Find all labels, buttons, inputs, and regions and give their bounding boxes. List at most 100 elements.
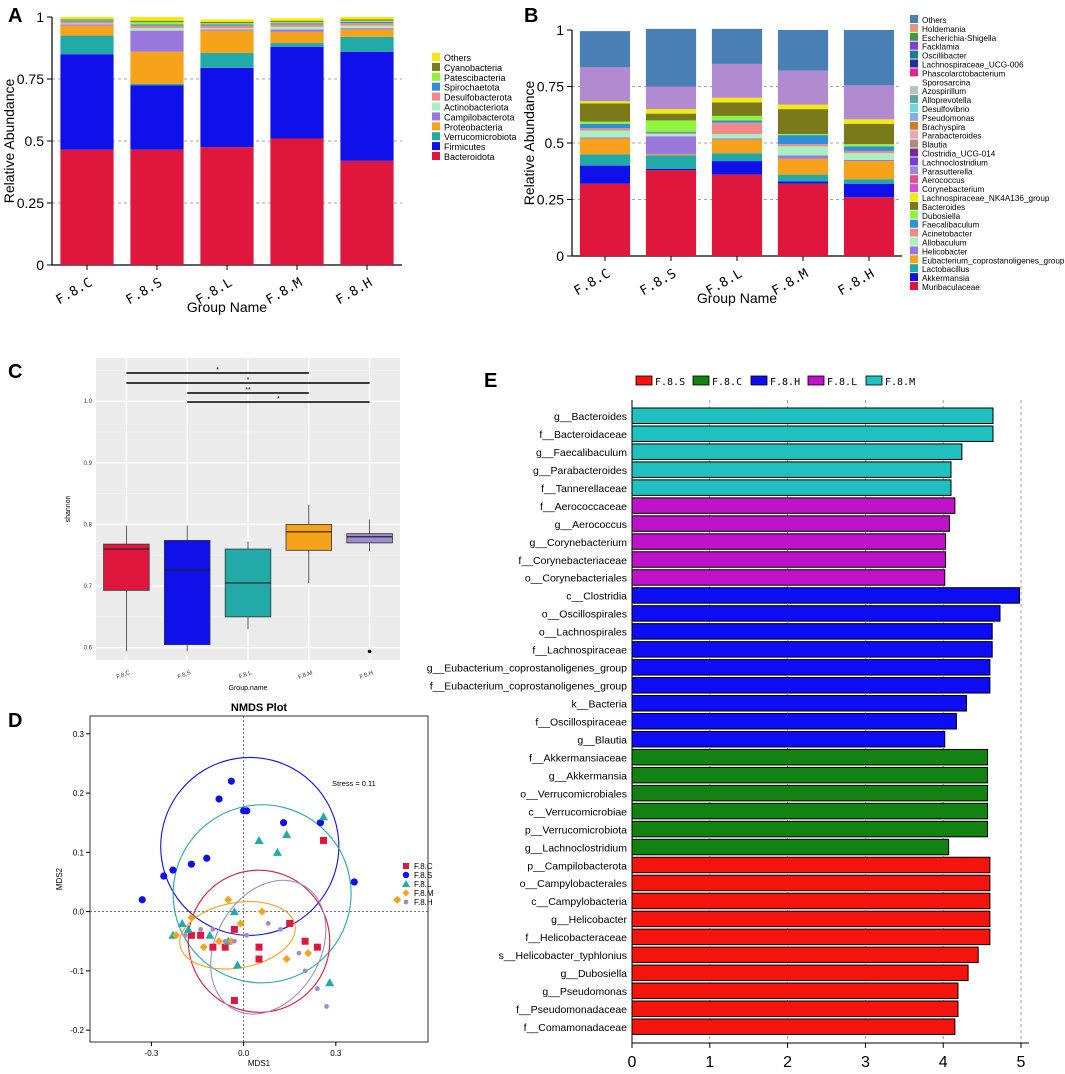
legend-swatch-oscillibacter bbox=[910, 50, 918, 59]
legend-swatch-akkermansia bbox=[910, 273, 918, 282]
point-f-8-h bbox=[324, 1004, 329, 1009]
point-f-8-l bbox=[232, 960, 242, 969]
lda-label-g-corynebacterium: g__Corynebacterium bbox=[530, 537, 628, 549]
y-tick-label: -0.1 bbox=[70, 967, 84, 976]
bar-allobaculum-f-8-c bbox=[579, 130, 631, 138]
bar-dubosiella-f-8-l bbox=[711, 115, 763, 121]
lda-bar-g-aerococcus bbox=[631, 515, 950, 532]
lda-bar-g-pseudomonas bbox=[631, 982, 959, 1000]
bar-allobaculum-f-8-h bbox=[843, 153, 895, 160]
x-tick-label: 2 bbox=[783, 1054, 792, 1071]
bar-firmicutes-f-8-h bbox=[340, 51, 394, 161]
lda-label-f-aerococcaceae: f__Aerococcaceae bbox=[540, 501, 627, 513]
bar-bacteroidota-f-8-l bbox=[200, 147, 254, 265]
bar-other-genera-f-8-s bbox=[645, 86, 697, 110]
bar-acinetobacter-f-8-c bbox=[579, 128, 631, 131]
bar-spirochaetota-f-8-h bbox=[340, 21, 394, 24]
bar-eubacterium-coprostanoligenes-group-f-8-l bbox=[711, 139, 763, 154]
y-tick-label: 0.2 bbox=[73, 789, 85, 798]
legend-swatch-others bbox=[432, 53, 440, 61]
bar-eubacterium-coprostanoligenes-group-f-8-c bbox=[579, 138, 631, 155]
y-tick-label: 0.5 bbox=[545, 135, 565, 151]
legend-swatch-escherichia-shigella bbox=[910, 32, 918, 41]
point-f-8-m bbox=[258, 907, 267, 916]
lda-bar-f-pseudomonadaceae bbox=[631, 1000, 959, 1018]
legend-swatch-f-8-h bbox=[750, 375, 768, 386]
point-f-8-c bbox=[209, 943, 217, 951]
legend-label-escherichia-shigella: Escherichia-Shigella bbox=[922, 34, 997, 43]
bar-eubacterium-coprostanoligenes-group-f-8-h bbox=[843, 161, 895, 180]
bar-campilobacterota-f-8-l bbox=[200, 29, 254, 31]
legend-label-f-8-m: F.8.M bbox=[885, 377, 915, 388]
lda-label-g-aerococcus: g__Aerococcus bbox=[555, 519, 627, 531]
legend-label-blautia: Blautia bbox=[922, 141, 947, 150]
legend-swatch-phascolarctobacterium bbox=[910, 68, 918, 77]
bar-bacteroides-f-8-l bbox=[711, 102, 763, 116]
chart-title: NMDS Plot bbox=[231, 702, 288, 714]
x-tick-label: F.8.C bbox=[54, 275, 95, 308]
lda-bar-c-campylobacteria bbox=[631, 892, 991, 910]
bar-actinobacteriota-f-8-s bbox=[130, 28, 184, 31]
lda-label-o-verrucomicrobiales: o__Verrucomicrobiales bbox=[520, 788, 627, 800]
point-f-8-m bbox=[304, 949, 313, 958]
panel-c-box-plot: 0.6 0.7 0.8 0.9 1.0 F.8.C F.8.S F.8.L F.8.M F.8.H… bbox=[65, 358, 400, 692]
legend-swatch-helicobacter bbox=[910, 246, 918, 255]
legend-swatch-aerococcus bbox=[910, 175, 918, 184]
lda-bar-f-oscillospiraceae bbox=[631, 712, 957, 730]
point-f-8-h bbox=[182, 932, 188, 938]
lda-label-f-corynebacteriaceae: f__Corynebacteriaceae bbox=[518, 555, 627, 567]
bar-bacteroides-f-8-c bbox=[579, 103, 631, 122]
bar-verrucomicrobiota-f-8-h bbox=[340, 36, 394, 52]
lda-label-g-lachnoclostridium: g__Lachnoclostridium bbox=[525, 842, 627, 854]
lda-label-c-verrucomicrobiae: c__Verrucomicrobiae bbox=[528, 806, 627, 818]
legend-label-facklamia: Facklamia bbox=[922, 43, 960, 52]
bar-bacteroidota-f-8-c bbox=[60, 149, 114, 265]
legend-label-eubacterium-coprostanoligenes-group: Eubacterium_coprostanoligenes_group bbox=[922, 256, 1065, 265]
y-tick-label: 0.3 bbox=[73, 730, 85, 739]
legend-swatch-parabacteroides bbox=[910, 130, 918, 139]
bar-others-f-8-s bbox=[645, 28, 697, 87]
bar-lachnospiraceae-nk4a136-group-f-8-s bbox=[645, 109, 697, 114]
bar-bacteroidota-f-8-m bbox=[270, 138, 324, 265]
y-tick-label: 0.1 bbox=[73, 848, 85, 857]
point-f-8-c bbox=[255, 955, 263, 963]
bar-patescibacteria-f-8-h bbox=[340, 20, 394, 22]
legend-swatch-verrucomicrobiota bbox=[432, 132, 440, 141]
legend-label-desulfovibrio: Desulfovibrio bbox=[922, 105, 970, 114]
x-axis-title: Group Name bbox=[187, 299, 267, 315]
lda-bar-g-akkermansia bbox=[631, 766, 989, 784]
bar-lachnospiraceae-nk4a136-group-f-8-l bbox=[711, 97, 763, 103]
y-axis-title: shannon bbox=[65, 495, 72, 522]
lda-label-g-helicobacter: g__Helicobacter bbox=[551, 914, 627, 926]
point-f-8-h bbox=[222, 938, 228, 944]
x-tick-label: F.8.H bbox=[836, 266, 877, 299]
bar-campilobacterota-f-8-m bbox=[270, 29, 324, 32]
y-tick-label: 0.75 bbox=[17, 71, 44, 87]
legend-label-azospirillum: Azospirillum bbox=[922, 87, 966, 96]
legend-swatch-corynebacterium bbox=[910, 184, 918, 193]
legend-label-lachnospiraceae-ucg-006: Lachnospiraceae_UCG-006 bbox=[922, 61, 1024, 70]
point-f-8-l bbox=[183, 924, 193, 933]
y-tick-label: -0.2 bbox=[70, 1026, 84, 1035]
bar-others-f-8-h bbox=[340, 17, 394, 20]
y-axis-title: MDS2 bbox=[55, 867, 64, 890]
point-f-8-c bbox=[313, 943, 321, 951]
x-tick-label: F.8.S bbox=[124, 275, 165, 308]
lda-label-g-dubosiella: g__Dubosiella bbox=[560, 968, 627, 980]
lda-bar-o-corynebacteriales bbox=[631, 569, 946, 586]
legend-label-f-8-c: F.8.C bbox=[414, 862, 433, 871]
bar-spirochaetota-f-8-l bbox=[200, 24, 254, 26]
bar-muribaculaceae-f-8-m bbox=[777, 183, 829, 256]
bar-helicobacter-f-8-c bbox=[579, 137, 631, 139]
point-f-8-c bbox=[301, 937, 309, 945]
bar-cyanobacteria-f-8-m bbox=[270, 20, 324, 22]
lda-label-c-clostridia: c__Clostridia bbox=[566, 591, 627, 603]
lda-bar-c-clostridia bbox=[631, 587, 1020, 604]
x-tick-label: F.8.M bbox=[264, 275, 306, 308]
legend-label-pseudomonas: Pseudomonas bbox=[922, 114, 974, 123]
legend-label-f-8-h: F.8.H bbox=[414, 898, 433, 907]
point-f-8-l bbox=[254, 835, 264, 844]
legend-swatch-muribaculaceae bbox=[910, 282, 918, 290]
x-tick-label: 1 bbox=[705, 1054, 714, 1071]
